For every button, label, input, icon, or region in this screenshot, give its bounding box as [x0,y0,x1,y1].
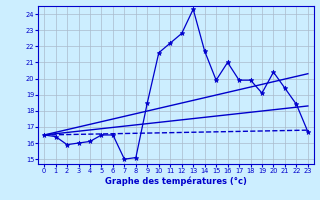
X-axis label: Graphe des températures (°c): Graphe des températures (°c) [105,177,247,186]
